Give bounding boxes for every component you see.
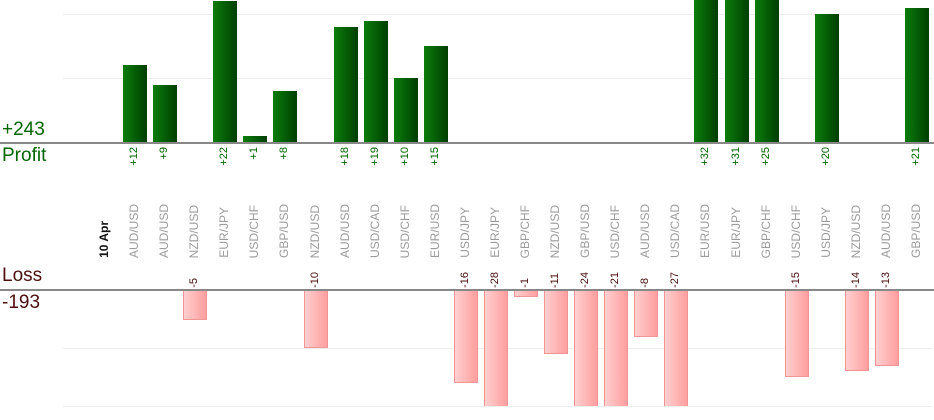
loss-value-label: -11 xyxy=(549,272,561,288)
loss-bar[interactable] xyxy=(844,291,869,372)
loss-value-label: -21 xyxy=(609,272,622,288)
loss-value-label: -15 xyxy=(789,272,802,288)
profit-bar[interactable] xyxy=(904,7,929,142)
category-label: EUR/USD xyxy=(698,203,713,258)
category-label: AUD/USD xyxy=(157,203,172,258)
profit-bar[interactable] xyxy=(423,46,448,142)
profit-bar[interactable] xyxy=(814,14,839,142)
category-label: EUR/JPY xyxy=(217,207,232,258)
category-label: USD/CHF xyxy=(608,204,623,258)
category-label: NZD/USD xyxy=(187,204,202,258)
loss-value-label: -5 xyxy=(188,278,201,288)
profit-bar[interactable] xyxy=(333,27,358,142)
profit-value-label: +9 xyxy=(158,147,171,160)
profit-bar[interactable] xyxy=(393,78,418,142)
profit-value-label: +18 xyxy=(338,147,351,166)
category-label: GBP/USD xyxy=(908,203,923,258)
profit-bar[interactable] xyxy=(694,0,719,142)
profit-value-label: +31 xyxy=(729,147,742,166)
loss-bar[interactable] xyxy=(634,291,659,337)
loss-bar[interactable] xyxy=(784,291,809,377)
loss-bar[interactable] xyxy=(483,291,508,406)
category-label: EUR/USD xyxy=(427,203,442,258)
loss-value-label: -8 xyxy=(639,278,652,288)
profit-value-label: +1 xyxy=(248,147,261,160)
loss-gridline xyxy=(63,405,932,407)
profit-value-label: +22 xyxy=(218,147,231,166)
profit-bar[interactable] xyxy=(754,0,779,142)
profit-value-label: +21 xyxy=(909,147,922,166)
date-label: 10 Apr xyxy=(97,221,111,258)
category-label: NZD/USD xyxy=(548,204,562,258)
loss-bar[interactable] xyxy=(514,291,538,297)
profit-value-label: +8 xyxy=(278,147,291,160)
profit-axis-line xyxy=(0,142,934,144)
loss-bar[interactable] xyxy=(303,291,328,349)
profit-total: +243 xyxy=(2,119,45,140)
profit-gridline xyxy=(63,14,932,16)
loss-value-label: -27 xyxy=(669,272,682,288)
loss-value-label: -10 xyxy=(308,272,321,288)
loss-bar[interactable] xyxy=(664,291,689,406)
loss-bar[interactable] xyxy=(574,291,599,406)
loss-bar[interactable] xyxy=(544,291,568,354)
loss-bar[interactable] xyxy=(453,291,478,383)
loss-bar[interactable] xyxy=(183,291,208,320)
category-label: USD/JPY xyxy=(818,207,833,258)
loss-total: -193 xyxy=(2,292,41,313)
category-label: EUR/JPY xyxy=(487,207,502,258)
profit-label: Profit xyxy=(2,145,47,166)
profit-bar[interactable] xyxy=(273,90,298,142)
loss-value-label: -16 xyxy=(458,272,471,288)
loss-label: Loss xyxy=(2,265,43,286)
profit-value-label: +32 xyxy=(699,147,712,166)
profit-gridline xyxy=(63,78,932,80)
category-label: EUR/JPY xyxy=(728,207,743,258)
loss-value-label: -28 xyxy=(488,272,501,288)
category-label: USD/CAD xyxy=(367,203,382,258)
profit-value-label: +12 xyxy=(128,147,141,166)
category-label: NZD/USD xyxy=(307,204,322,258)
category-label: GBP/USD xyxy=(578,203,593,258)
profit-bar[interactable] xyxy=(243,135,268,142)
profit-value-label: +19 xyxy=(368,147,381,166)
loss-axis-line xyxy=(0,289,934,291)
profit-bar[interactable] xyxy=(724,0,749,142)
category-label: AUD/USD xyxy=(337,203,352,258)
loss-bar[interactable] xyxy=(604,291,629,406)
loss-bar[interactable] xyxy=(874,291,899,366)
profit-value-label: +20 xyxy=(819,147,832,166)
category-label: USD/CHF xyxy=(788,204,803,258)
profit-value-label: +25 xyxy=(759,147,772,166)
category-label: USD/CHF xyxy=(247,204,262,258)
profit-bar[interactable] xyxy=(123,65,148,142)
profit-value-label: +15 xyxy=(428,147,441,166)
category-label: GBP/CHF xyxy=(758,204,773,258)
loss-value-label: -1 xyxy=(519,278,531,288)
loss-value-label: -13 xyxy=(879,272,892,288)
category-label: USD/CAD xyxy=(668,203,683,258)
profit-bar[interactable] xyxy=(153,84,178,142)
profit-bar[interactable] xyxy=(363,20,388,142)
category-label: AUD/USD xyxy=(127,203,142,258)
loss-value-label: -24 xyxy=(579,272,592,288)
category-label: USD/JPY xyxy=(457,207,472,258)
category-label: NZD/USD xyxy=(848,204,863,258)
category-label: GBP/CHF xyxy=(518,204,532,258)
category-label: AUD/USD xyxy=(638,203,653,258)
category-label: AUD/USD xyxy=(878,203,893,258)
profit-value-label: +10 xyxy=(398,147,411,166)
loss-value-label: -14 xyxy=(849,272,862,288)
profit-bar[interactable] xyxy=(213,1,238,142)
category-label: GBP/USD xyxy=(277,203,292,258)
category-label: USD/CHF xyxy=(397,204,412,258)
